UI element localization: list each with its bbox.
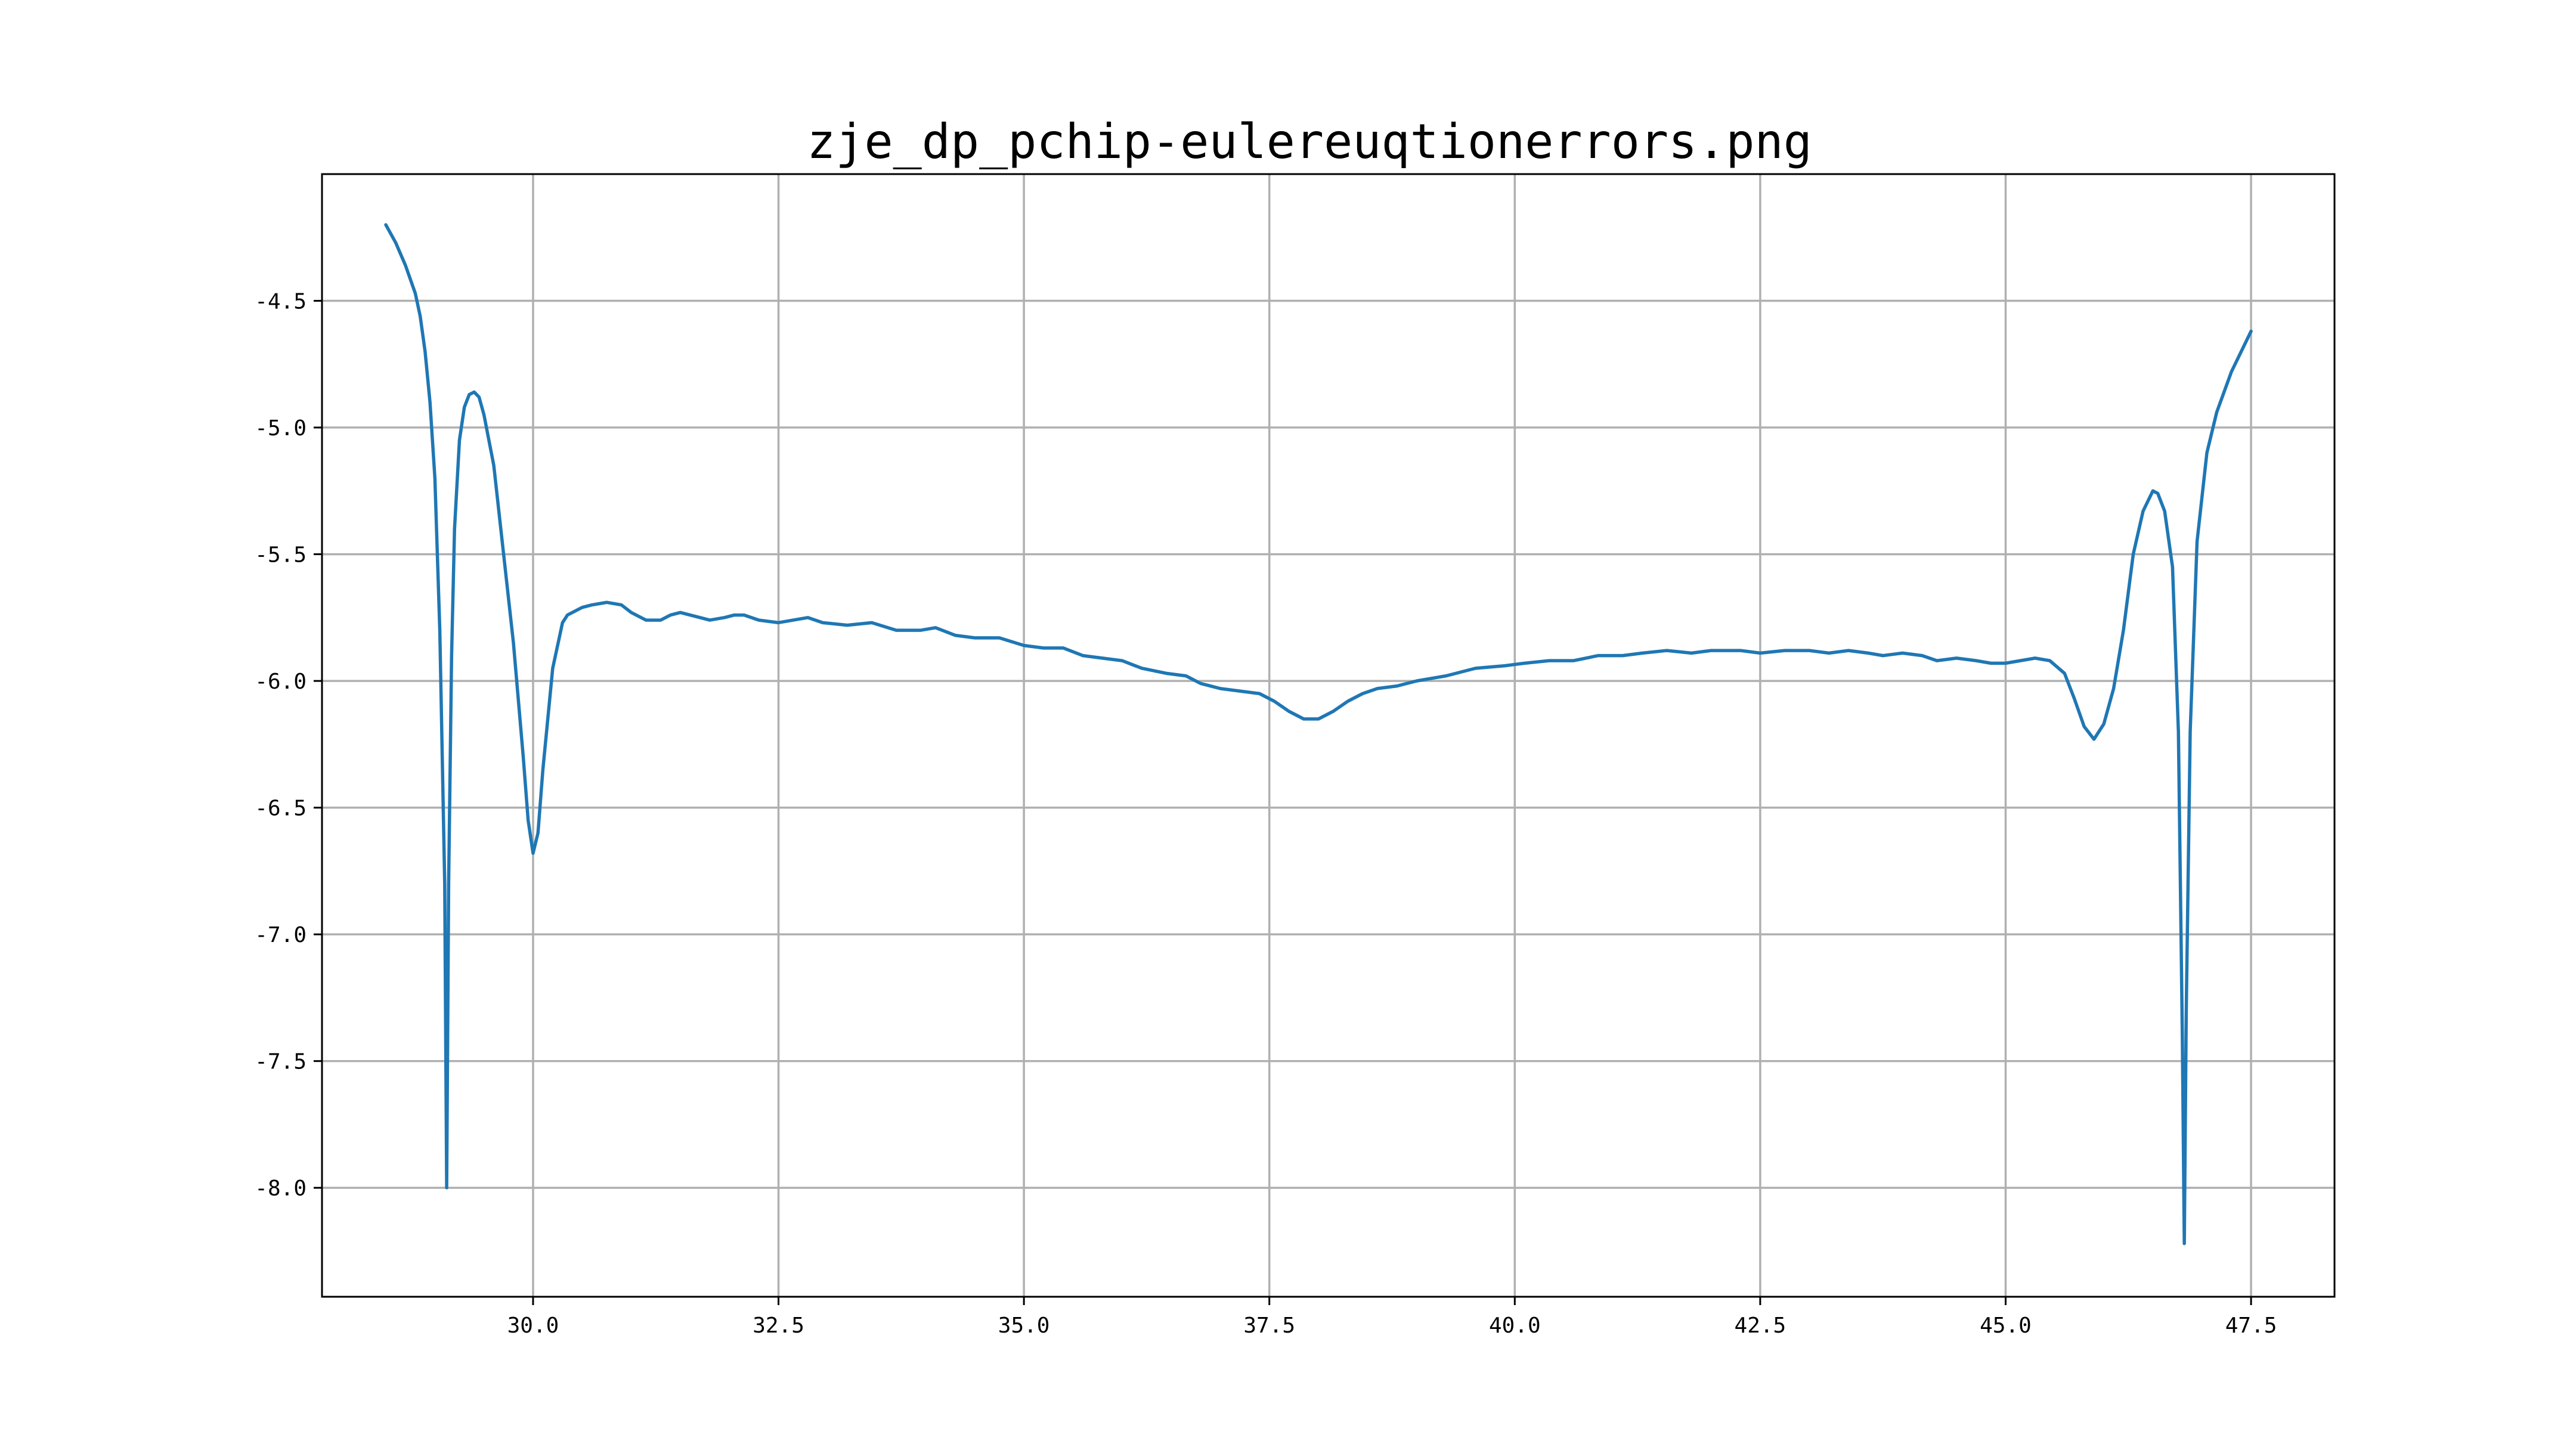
x-tick-label: 30.0 [507, 1313, 559, 1338]
y-tick-label: -4.5 [255, 290, 306, 314]
series-layer [384, 223, 2253, 1245]
x-tick-label: 47.5 [2225, 1313, 2277, 1338]
y-tick-label: -6.0 [255, 670, 306, 694]
y-tick-label: -5.5 [255, 543, 306, 568]
y-tick-label: -5.0 [255, 416, 306, 441]
x-tick-label: 32.5 [753, 1313, 804, 1338]
grid-layer [322, 174, 2334, 1297]
x-tick-label: 45.0 [1980, 1313, 2032, 1338]
y-tick-label: -7.0 [255, 923, 306, 947]
chart-title: zje_dp_pchip-eulereuqtionerrors.png [807, 114, 1812, 169]
x-tick-label: 40.0 [1489, 1313, 1541, 1338]
ticks-layer: 30.0 32.5 35.0 37.5 40.0 42.5 45.0 47.5 -4.5 -5.0… [255, 290, 2277, 1338]
x-tick-label: 37.5 [1243, 1313, 1295, 1338]
x-tick-label: 42.5 [1735, 1313, 1787, 1338]
x-tick-label: 35.0 [998, 1313, 1050, 1338]
plot-frame [321, 173, 2336, 1298]
y-tick-label: -8.0 [255, 1176, 306, 1201]
y-tick-label: -6.5 [255, 797, 306, 821]
series-line-0 [384, 223, 2253, 1245]
y-tick-label: -7.5 [255, 1050, 306, 1074]
